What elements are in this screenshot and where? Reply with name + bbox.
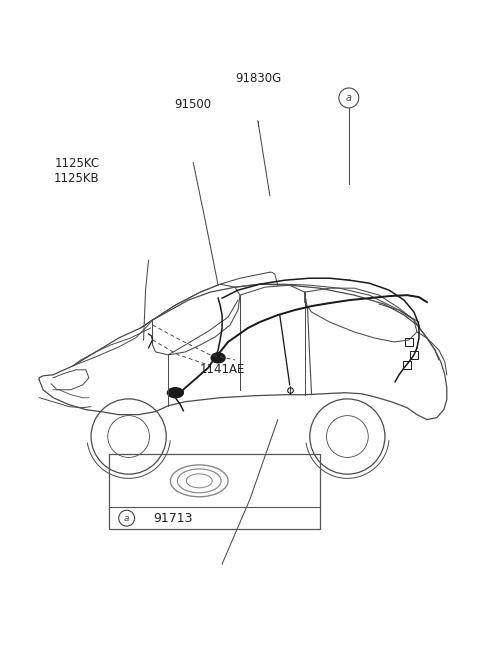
Text: 1125KC: 1125KC	[54, 157, 99, 170]
Bar	[405, 338, 413, 346]
Ellipse shape	[168, 388, 183, 398]
Bar	[403, 361, 411, 369]
Text: 91830G: 91830G	[235, 72, 281, 85]
Text: a: a	[346, 93, 352, 103]
Text: 91713: 91713	[154, 512, 193, 525]
Text: 1141AE: 1141AE	[200, 364, 245, 377]
Text: a: a	[124, 514, 130, 523]
Ellipse shape	[211, 353, 225, 363]
Bar	[410, 351, 418, 359]
Text: 91500: 91500	[175, 98, 212, 111]
Text: 1125KB: 1125KB	[54, 172, 100, 185]
